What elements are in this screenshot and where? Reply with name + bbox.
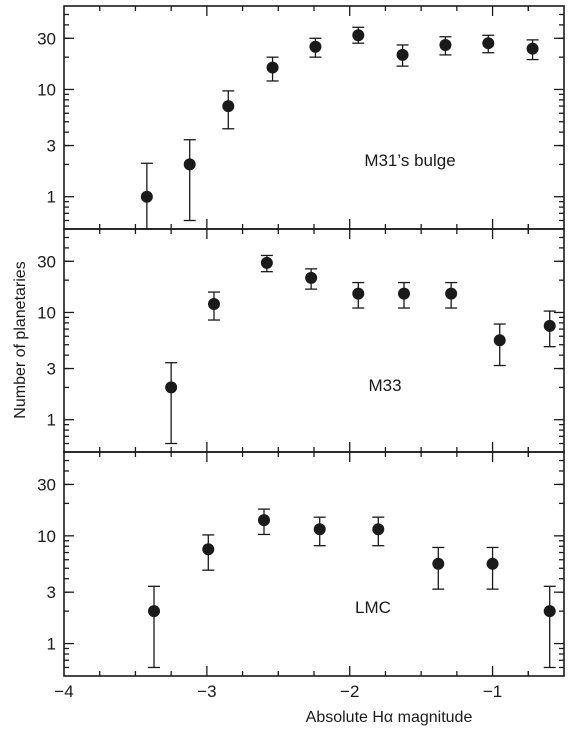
point-marker [372,523,385,536]
data-point [260,254,273,273]
point-marker [208,297,220,310]
point-marker [432,557,445,570]
data-point [526,39,539,61]
data-point [432,546,445,590]
point-marker [486,557,499,570]
y-tick-label: 30 [37,252,56,271]
point-marker [543,319,556,332]
point-marker [493,334,506,347]
point-marker [309,40,322,53]
panel-label: M33 [368,376,401,395]
data-point [439,36,452,56]
x-tick-label: −3 [197,682,216,701]
panel-2: 1 3 10 30 M33 [37,228,565,453]
y-tick-label: 1 [47,411,56,430]
data-point [165,362,178,445]
point-marker [445,287,458,300]
data-point [148,585,160,669]
point-marker [398,287,410,300]
y-tick-label: 10 [37,303,56,322]
point-marker [148,605,160,618]
y-tick-label: 1 [47,635,56,654]
point-marker [482,37,495,50]
point-marker [165,381,178,394]
data-point [486,546,499,590]
point-marker [258,514,270,527]
x-tick-label: −4 [54,682,73,701]
y-axis-title: Number of planetaries [12,261,29,418]
y-tick-label: 3 [47,583,56,602]
point-marker [439,38,452,51]
data-point [398,281,410,309]
data-point [208,291,220,321]
data-point [372,516,385,547]
point-marker [313,523,326,536]
y-tick-label: 3 [47,137,56,156]
y-tick-label: 10 [37,527,56,546]
panel-3: 1 3 10 30 LMC [37,451,565,677]
panel-frame [63,228,565,453]
data-point [266,56,279,82]
data-point [445,281,458,309]
point-marker [183,158,196,171]
data-point [482,34,495,54]
y-tick-label: 3 [47,360,56,379]
data-point [396,44,409,67]
point-marker [526,42,539,55]
data-point [543,310,556,348]
point-marker [352,287,365,300]
data-point [222,90,235,130]
panel-1: 1 3 10 30 M31’s bulge [37,5,565,230]
point-marker [222,100,235,113]
data-point [313,516,326,547]
point-marker [140,190,153,203]
point-marker [352,29,365,42]
data-point [305,268,318,290]
data-point [543,585,556,669]
x-tick-label: −2 [340,682,359,701]
panel-label: LMC [355,598,391,617]
point-marker [266,61,279,74]
y-tick-label: 10 [37,80,56,99]
point-marker [305,271,318,284]
data-point [183,139,196,222]
point-marker [260,256,273,269]
point-marker [543,605,556,618]
data-point [258,508,270,536]
data-point [352,26,365,44]
data-point [493,323,506,367]
data-point [309,37,322,58]
data-point [140,162,153,230]
point-marker [396,48,409,61]
x-tick-label: −1 [483,682,502,701]
y-tick-label: 30 [37,475,56,494]
y-tick-label: 1 [47,188,56,207]
y-tick-label: 30 [37,29,56,48]
panel-label: M31’s bulge [364,151,455,170]
data-point [202,534,215,571]
point-marker [202,543,215,556]
data-point [352,281,365,309]
x-axis-title: Absolute Hα magnitude [306,709,473,726]
